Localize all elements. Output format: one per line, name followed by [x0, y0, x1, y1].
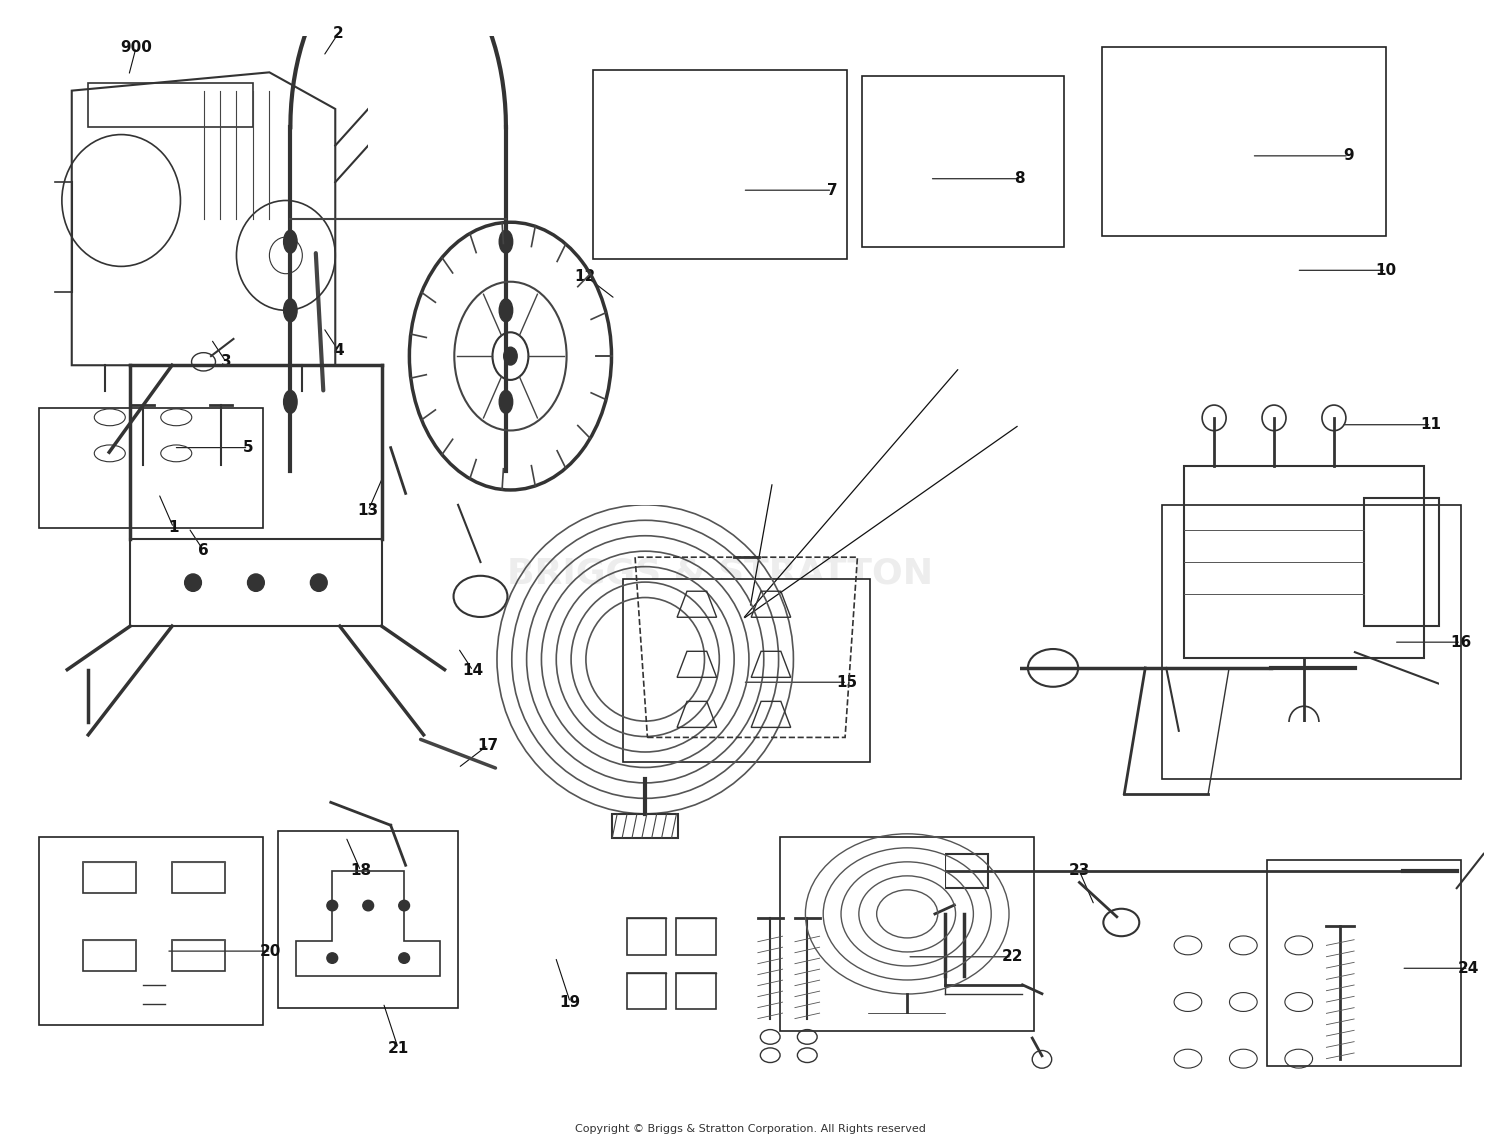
- Bar: [622, 579, 870, 763]
- Bar: [39, 407, 264, 528]
- Text: 16: 16: [1450, 634, 1472, 649]
- Bar: [862, 76, 1065, 248]
- Text: 17: 17: [477, 738, 498, 752]
- Text: 19: 19: [560, 996, 580, 1011]
- Bar: [1266, 859, 1461, 1066]
- Text: 9: 9: [1344, 148, 1354, 163]
- Text: 22: 22: [1002, 950, 1023, 965]
- Text: 21: 21: [387, 1040, 410, 1056]
- Bar: [1102, 47, 1386, 236]
- Text: BRIGGS & STRATTON: BRIGGS & STRATTON: [507, 556, 933, 591]
- Bar: [39, 836, 264, 1025]
- Text: 13: 13: [357, 504, 380, 518]
- Text: 15: 15: [837, 674, 858, 689]
- Text: Copyright © Briggs & Stratton Corporation. All Rights reserved: Copyright © Briggs & Stratton Corporatio…: [574, 1124, 926, 1134]
- Bar: [780, 836, 1035, 1031]
- Text: 1: 1: [168, 521, 178, 536]
- Text: 2: 2: [333, 26, 344, 41]
- Text: 5: 5: [243, 440, 254, 455]
- Text: 12: 12: [574, 268, 596, 283]
- Bar: [279, 830, 458, 1008]
- Bar: [592, 70, 847, 259]
- Text: 900: 900: [120, 40, 152, 55]
- Text: 14: 14: [462, 663, 483, 678]
- Text: 10: 10: [1376, 263, 1396, 278]
- Text: 11: 11: [1420, 418, 1442, 432]
- Text: 4: 4: [333, 343, 344, 358]
- Text: 7: 7: [827, 182, 837, 197]
- Text: 23: 23: [1068, 864, 1090, 879]
- Text: 20: 20: [260, 944, 282, 959]
- Text: 18: 18: [350, 864, 372, 879]
- Text: 6: 6: [198, 544, 208, 559]
- Bar: [1161, 505, 1461, 780]
- Text: 24: 24: [1458, 961, 1479, 976]
- Text: 8: 8: [1014, 171, 1025, 186]
- Text: 3: 3: [220, 354, 231, 369]
